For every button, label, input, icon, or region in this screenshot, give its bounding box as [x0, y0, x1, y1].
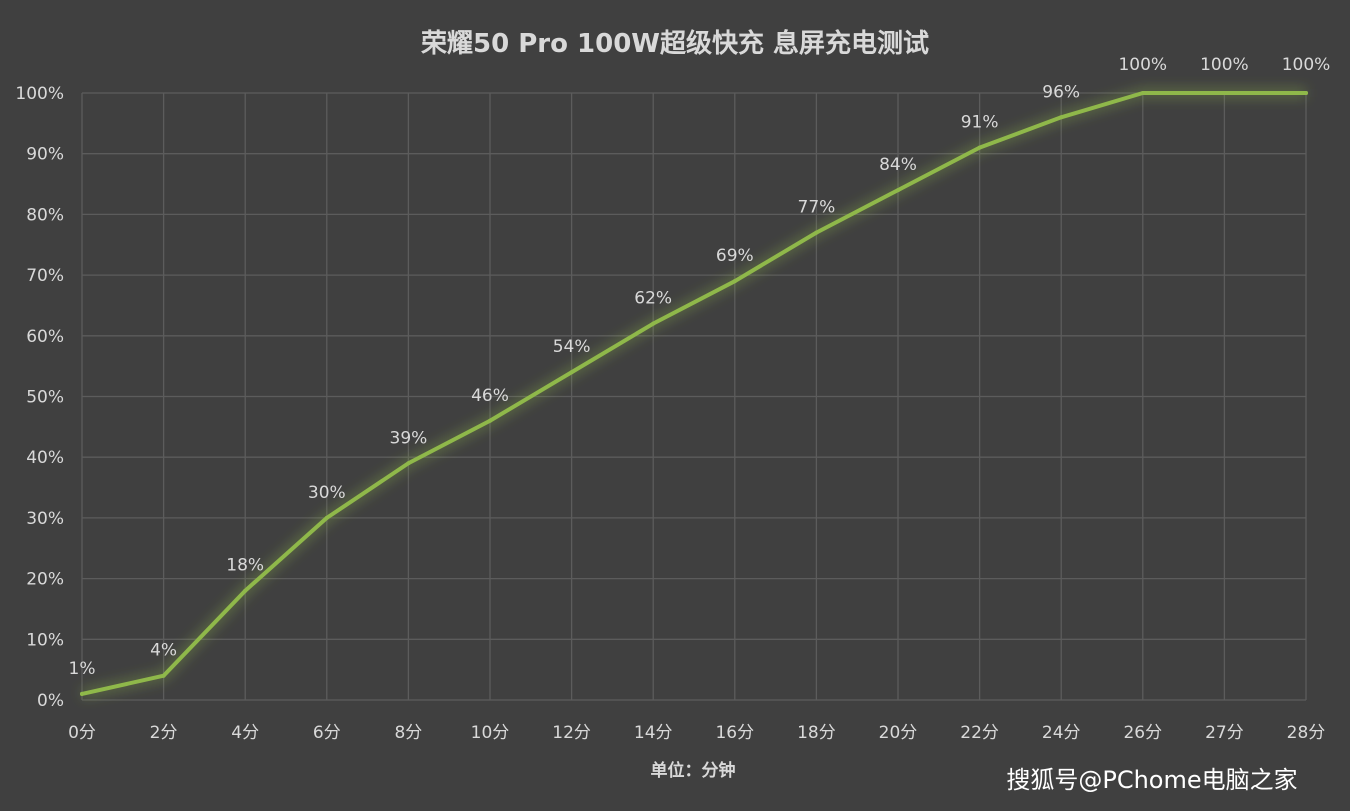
data-point — [977, 145, 982, 150]
x-tick-label: 27分 — [1205, 723, 1244, 743]
data-labels: 1% 4% 18% 30% 39% 46% 54% 62% 69% 77% 84% 91% 96% 100… — [69, 55, 1331, 679]
x-tick-label: 22分 — [960, 723, 999, 743]
series-layer — [80, 88, 1308, 699]
x-tick-label: 20分 — [879, 723, 918, 743]
x-tick-label: 28分 — [1287, 723, 1326, 743]
x-tick-label: 2分 — [150, 723, 178, 743]
data-point — [1140, 91, 1145, 95]
data-label: 39% — [390, 428, 428, 448]
watermark: 搜狐号@PChome电脑之家 — [1006, 766, 1297, 794]
data-point — [1304, 91, 1308, 95]
data-point — [814, 230, 819, 235]
data-point — [896, 188, 900, 193]
data-label: 4% — [150, 641, 177, 661]
y-tick-label: 40% — [26, 448, 64, 468]
data-point — [1222, 91, 1227, 95]
x-tick-label: 18分 — [797, 723, 836, 743]
data-label: 96% — [1042, 82, 1080, 102]
data-point — [1059, 115, 1064, 120]
x-axis-label: 单位：分钟 — [651, 760, 736, 781]
data-label: 100% — [1282, 55, 1331, 75]
y-tick-label: 50% — [26, 388, 64, 408]
series-line — [80, 91, 1308, 696]
data-point — [732, 279, 737, 284]
data-label: 46% — [471, 386, 509, 406]
data-label: 91% — [961, 113, 999, 133]
y-tick-label: 80% — [26, 205, 64, 225]
data-label: 100% — [1118, 55, 1167, 75]
x-tick-label: 6分 — [313, 723, 341, 743]
data-point — [161, 673, 166, 678]
y-tick-label: 0% — [37, 691, 64, 711]
y-tick-label: 10% — [26, 630, 64, 650]
x-tick-label: 4分 — [231, 723, 259, 743]
y-tick-label: 20% — [26, 570, 64, 590]
x-tick-label: 12分 — [552, 723, 591, 743]
y-tick-label: 70% — [26, 266, 64, 286]
y-axis-ticks: 0% 10% 20% 30% 40% 50% 60% 70% 80% 90% 100% — [15, 84, 64, 711]
data-point — [243, 588, 248, 593]
data-point — [651, 321, 656, 326]
data-point — [488, 418, 492, 423]
data-point — [406, 461, 411, 466]
data-label: 84% — [879, 155, 917, 175]
y-tick-label: 90% — [26, 145, 64, 165]
data-label: 69% — [716, 246, 754, 266]
y-tick-label: 60% — [26, 327, 64, 347]
x-tick-label: 16分 — [715, 723, 754, 743]
y-tick-label: 30% — [26, 509, 64, 529]
y-tick-label: 100% — [15, 84, 64, 104]
x-tick-label: 8分 — [394, 723, 422, 743]
chart-title: 荣耀50 Pro 100W超级快充 息屏充电测试 — [421, 28, 929, 59]
data-label: 30% — [308, 483, 346, 503]
data-label: 1% — [69, 659, 96, 679]
x-tick-label: 0分 — [68, 723, 96, 743]
data-point — [569, 370, 574, 375]
data-label: 54% — [553, 337, 591, 357]
x-tick-label: 14分 — [634, 723, 673, 743]
data-point — [324, 515, 329, 520]
data-label: 18% — [226, 556, 264, 576]
data-label: 77% — [798, 198, 836, 218]
data-label: 100% — [1200, 55, 1249, 75]
data-point — [80, 691, 84, 696]
x-axis-ticks: 0分 2分 4分 6分 8分 10分 12分 14分 16分 18分 20分 22分 24分 26分 27分… — [68, 723, 1325, 743]
series-line-glow — [80, 88, 1306, 699]
x-tick-label: 26分 — [1123, 723, 1162, 743]
grid — [81, 92, 1307, 701]
data-label: 62% — [634, 289, 672, 309]
x-tick-label: 24分 — [1042, 723, 1081, 743]
x-tick-label: 10分 — [471, 723, 510, 743]
